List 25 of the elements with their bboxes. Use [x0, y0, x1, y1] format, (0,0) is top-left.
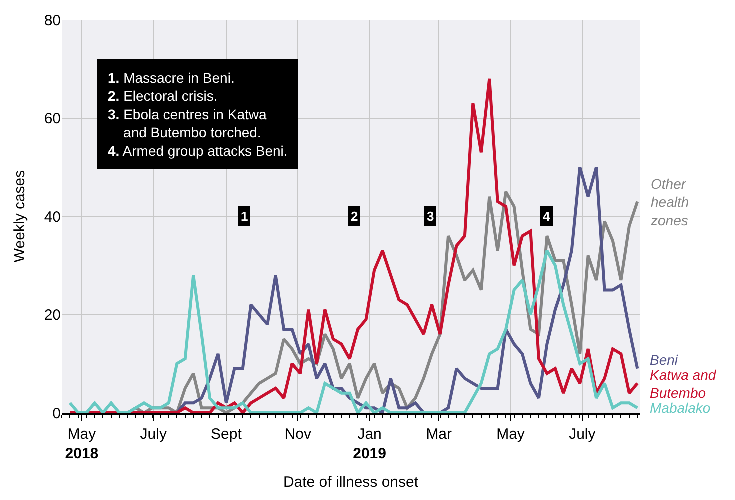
x-tick-label: Jan 2019: [353, 426, 386, 462]
x-axis-title: Date of illness onset: [283, 474, 420, 491]
x-tick-label: May: [496, 426, 526, 443]
annotation: 4: [543, 209, 551, 224]
y-tick-label: 20: [44, 307, 61, 324]
x-tick-label: July: [140, 426, 168, 443]
line-series: [68, 249, 640, 413]
y-tick-label: 0: [52, 405, 61, 422]
y-tick-label: 40: [44, 208, 61, 226]
series-label: Beni: [650, 352, 679, 368]
series-label: Mabalako: [650, 400, 711, 416]
x-tick-label: Nov: [284, 426, 312, 443]
x-tick-label: Mar: [426, 426, 452, 443]
x-tick-label: Sept: [211, 426, 243, 443]
x-tick-label: May 2018: [65, 426, 99, 462]
annotation: 2: [351, 209, 358, 224]
annotation: 3: [427, 209, 434, 224]
series-label: Other health zones: [650, 176, 690, 228]
y-axis-title: Weekly cases: [12, 170, 29, 263]
y-tick-label: 80: [44, 12, 61, 30]
annotation: 1: [241, 209, 248, 224]
x-tick-label: July: [569, 426, 596, 443]
y-tick-label: 60: [44, 110, 61, 128]
series-label: Katwa and Butembo: [650, 367, 718, 402]
text: 1. Massacre in Beni. 2. Electoral crisis. 3. Ebola centres in Katwa and Butembo torched. 4. Armed group attacks Beni.: [108, 70, 288, 159]
